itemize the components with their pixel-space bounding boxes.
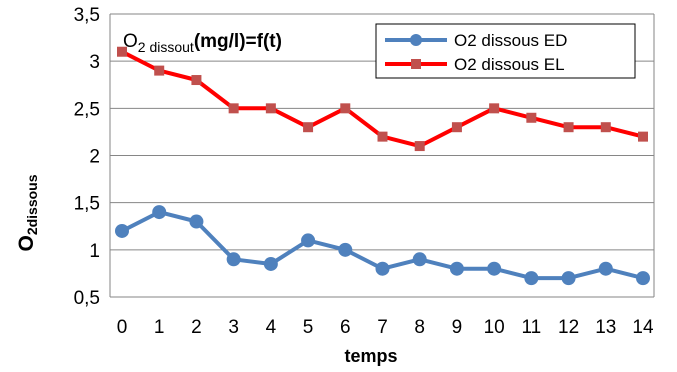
- tick-labels: 0,511,522,533,50 1 2 3 4 5 6 7 8 9 10 11 12 13 14: [74, 5, 654, 338]
- data-point: [375, 261, 390, 276]
- data-point: [191, 75, 202, 86]
- data-point: [449, 261, 464, 276]
- x-tick-label: 11: [521, 317, 541, 338]
- y-tick-label: 1,5: [74, 194, 100, 215]
- data-point: [526, 112, 537, 123]
- legend-label-el: O2 dissous EL: [454, 55, 565, 74]
- x-tick-label: 12: [558, 317, 579, 338]
- legend-entry-el: O2 dissous EL: [385, 55, 565, 74]
- data-point: [117, 46, 127, 57]
- x-tick-label: 3: [228, 317, 239, 338]
- data-point: [154, 65, 165, 76]
- x-tick-label: 0: [117, 317, 128, 338]
- x-tick-label: 5: [303, 317, 314, 338]
- data-point: [338, 242, 353, 257]
- x-tick-label: 6: [340, 317, 351, 338]
- data-point: [301, 233, 316, 248]
- data-point: [451, 122, 462, 133]
- legend: O2 dissous ED O2 dissous EL: [375, 23, 636, 79]
- y-tick-label: 3: [89, 52, 100, 73]
- data-point: [265, 103, 276, 114]
- data-point: [226, 252, 241, 267]
- chart-annotation: O2 dissout(mg/l)=f(t): [123, 31, 282, 55]
- data-point: [489, 103, 500, 114]
- data-point: [598, 261, 613, 276]
- annotation-sub: 2 dissout: [138, 39, 194, 55]
- x-tick-label: 7: [377, 317, 388, 338]
- x-tick-label: 8: [414, 317, 425, 338]
- legend-marker-ed: [410, 34, 422, 46]
- data-point: [636, 271, 650, 286]
- x-tick-label: 13: [595, 317, 616, 338]
- data-point: [340, 103, 351, 114]
- series-ed: [115, 205, 650, 286]
- data-point: [377, 131, 388, 142]
- data-point: [600, 122, 611, 133]
- data-point: [487, 261, 502, 276]
- x-tick-label: 10: [484, 317, 505, 338]
- y-tick-label: 3,5: [74, 5, 100, 26]
- data-point: [263, 256, 278, 271]
- x-tick-label: 4: [266, 317, 277, 338]
- y-tick-label: 1: [89, 241, 100, 262]
- data-point: [563, 122, 574, 133]
- legend-entry-ed: O2 dissous ED: [385, 31, 567, 50]
- x-tick-label: 14: [632, 317, 654, 338]
- y-axis-title: O2dissous: [15, 174, 40, 251]
- annotation-main: O: [123, 31, 138, 52]
- y-tick-label: 0,5: [74, 288, 100, 309]
- series-lines: [115, 46, 650, 286]
- x-axis-title: temps: [344, 346, 397, 366]
- data-point: [638, 131, 648, 142]
- legend-marker-el: [411, 59, 421, 69]
- y-tick-label: 2,5: [74, 99, 100, 120]
- y-axis-title-main: O: [15, 235, 38, 251]
- series-el: [117, 46, 648, 152]
- data-point: [152, 205, 167, 220]
- data-point: [115, 223, 129, 238]
- data-point: [303, 122, 314, 133]
- data-point: [189, 214, 204, 229]
- data-point: [412, 252, 427, 267]
- x-tick-label: 2: [191, 317, 202, 338]
- y-tick-label: 2: [89, 147, 100, 168]
- data-point: [524, 271, 539, 286]
- y-axis-title-sub: 2dissous: [24, 174, 40, 235]
- legend-label-ed: O2 dissous ED: [454, 31, 567, 50]
- data-point: [228, 103, 239, 114]
- data-point: [414, 141, 425, 152]
- axes: [109, 14, 655, 298]
- data-point: [561, 271, 576, 286]
- annotation-rest: (mg/l)=f(t): [194, 31, 282, 52]
- x-tick-label: 9: [452, 317, 463, 338]
- x-tick-label: 1: [154, 317, 165, 338]
